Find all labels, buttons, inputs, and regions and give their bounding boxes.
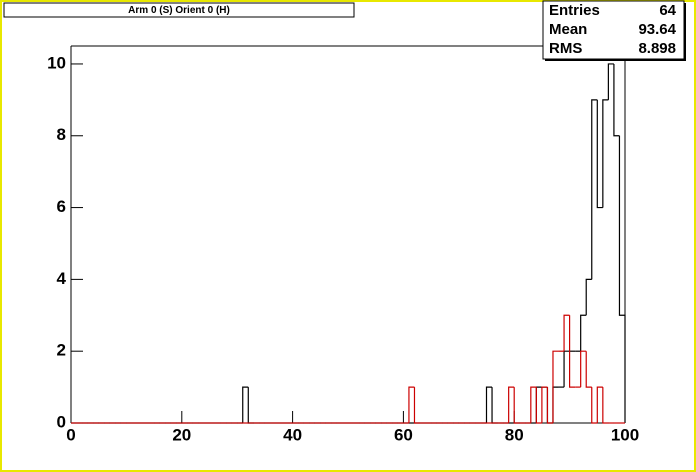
histogram-bin bbox=[596, 386, 603, 423]
histogram-bin bbox=[552, 350, 559, 423]
histogram-bin bbox=[591, 99, 598, 280]
y-tick-label: 2 bbox=[57, 341, 66, 360]
plot-area: 0 20 40 60 80 100 0 2 4 6 8 10 bbox=[47, 45, 639, 444]
y-tick-label: 10 bbox=[47, 53, 66, 72]
histogram-bin bbox=[485, 386, 493, 423]
histogram-bin bbox=[513, 387, 520, 424]
histogram-bin bbox=[563, 314, 570, 352]
chart-title: Arm 0 (S) Orient 0 (H) bbox=[128, 5, 230, 16]
y-tick-label: 4 bbox=[57, 269, 67, 288]
histogram-bin bbox=[541, 386, 548, 423]
histogram-bin bbox=[580, 350, 587, 388]
histogram-bin bbox=[535, 387, 542, 424]
histogram-bin bbox=[569, 315, 576, 388]
stat-value: 64 bbox=[659, 2, 676, 19]
histogram-bin bbox=[613, 63, 620, 137]
x-tick-label: 0 bbox=[66, 425, 75, 444]
x-tick-label: 80 bbox=[505, 425, 524, 444]
histogram-bin bbox=[591, 387, 598, 424]
stat-label: RMS bbox=[549, 40, 582, 57]
histogram-bin bbox=[607, 63, 614, 100]
stat-label: Mean bbox=[549, 21, 587, 38]
histogram-bin bbox=[596, 99, 603, 209]
histogram-bin bbox=[585, 278, 592, 316]
histogram-bin bbox=[618, 135, 626, 423]
title-box bbox=[3, 2, 355, 18]
histogram-bin bbox=[530, 386, 537, 423]
x-tick-label: 40 bbox=[283, 425, 302, 444]
y-tick-label: 6 bbox=[57, 197, 66, 216]
histogram-bin bbox=[413, 387, 421, 424]
histogram-bin bbox=[580, 314, 587, 352]
x-tick-label: 100 bbox=[611, 425, 639, 444]
stat-value: 8.898 bbox=[638, 40, 676, 57]
histogram-bin bbox=[546, 387, 553, 424]
histogram-bin bbox=[408, 386, 415, 423]
stats-box bbox=[542, 0, 685, 60]
y-tick-label: 8 bbox=[57, 125, 66, 144]
y-tick-label: 0 bbox=[57, 412, 66, 431]
x-tick-label: 60 bbox=[394, 425, 413, 444]
stat-value: 93.64 bbox=[638, 21, 676, 38]
histogram-bin bbox=[585, 351, 592, 388]
histogram-bin bbox=[242, 386, 249, 423]
stats: Entries 64 Mean 93.64 RMS 8.898 bbox=[549, 2, 677, 57]
x-tick-label: 20 bbox=[172, 425, 191, 444]
histogram-bin bbox=[508, 386, 515, 423]
histogram-bin bbox=[602, 387, 609, 424]
histogram-bin bbox=[602, 99, 609, 208]
stat-label: Entries bbox=[549, 2, 600, 19]
